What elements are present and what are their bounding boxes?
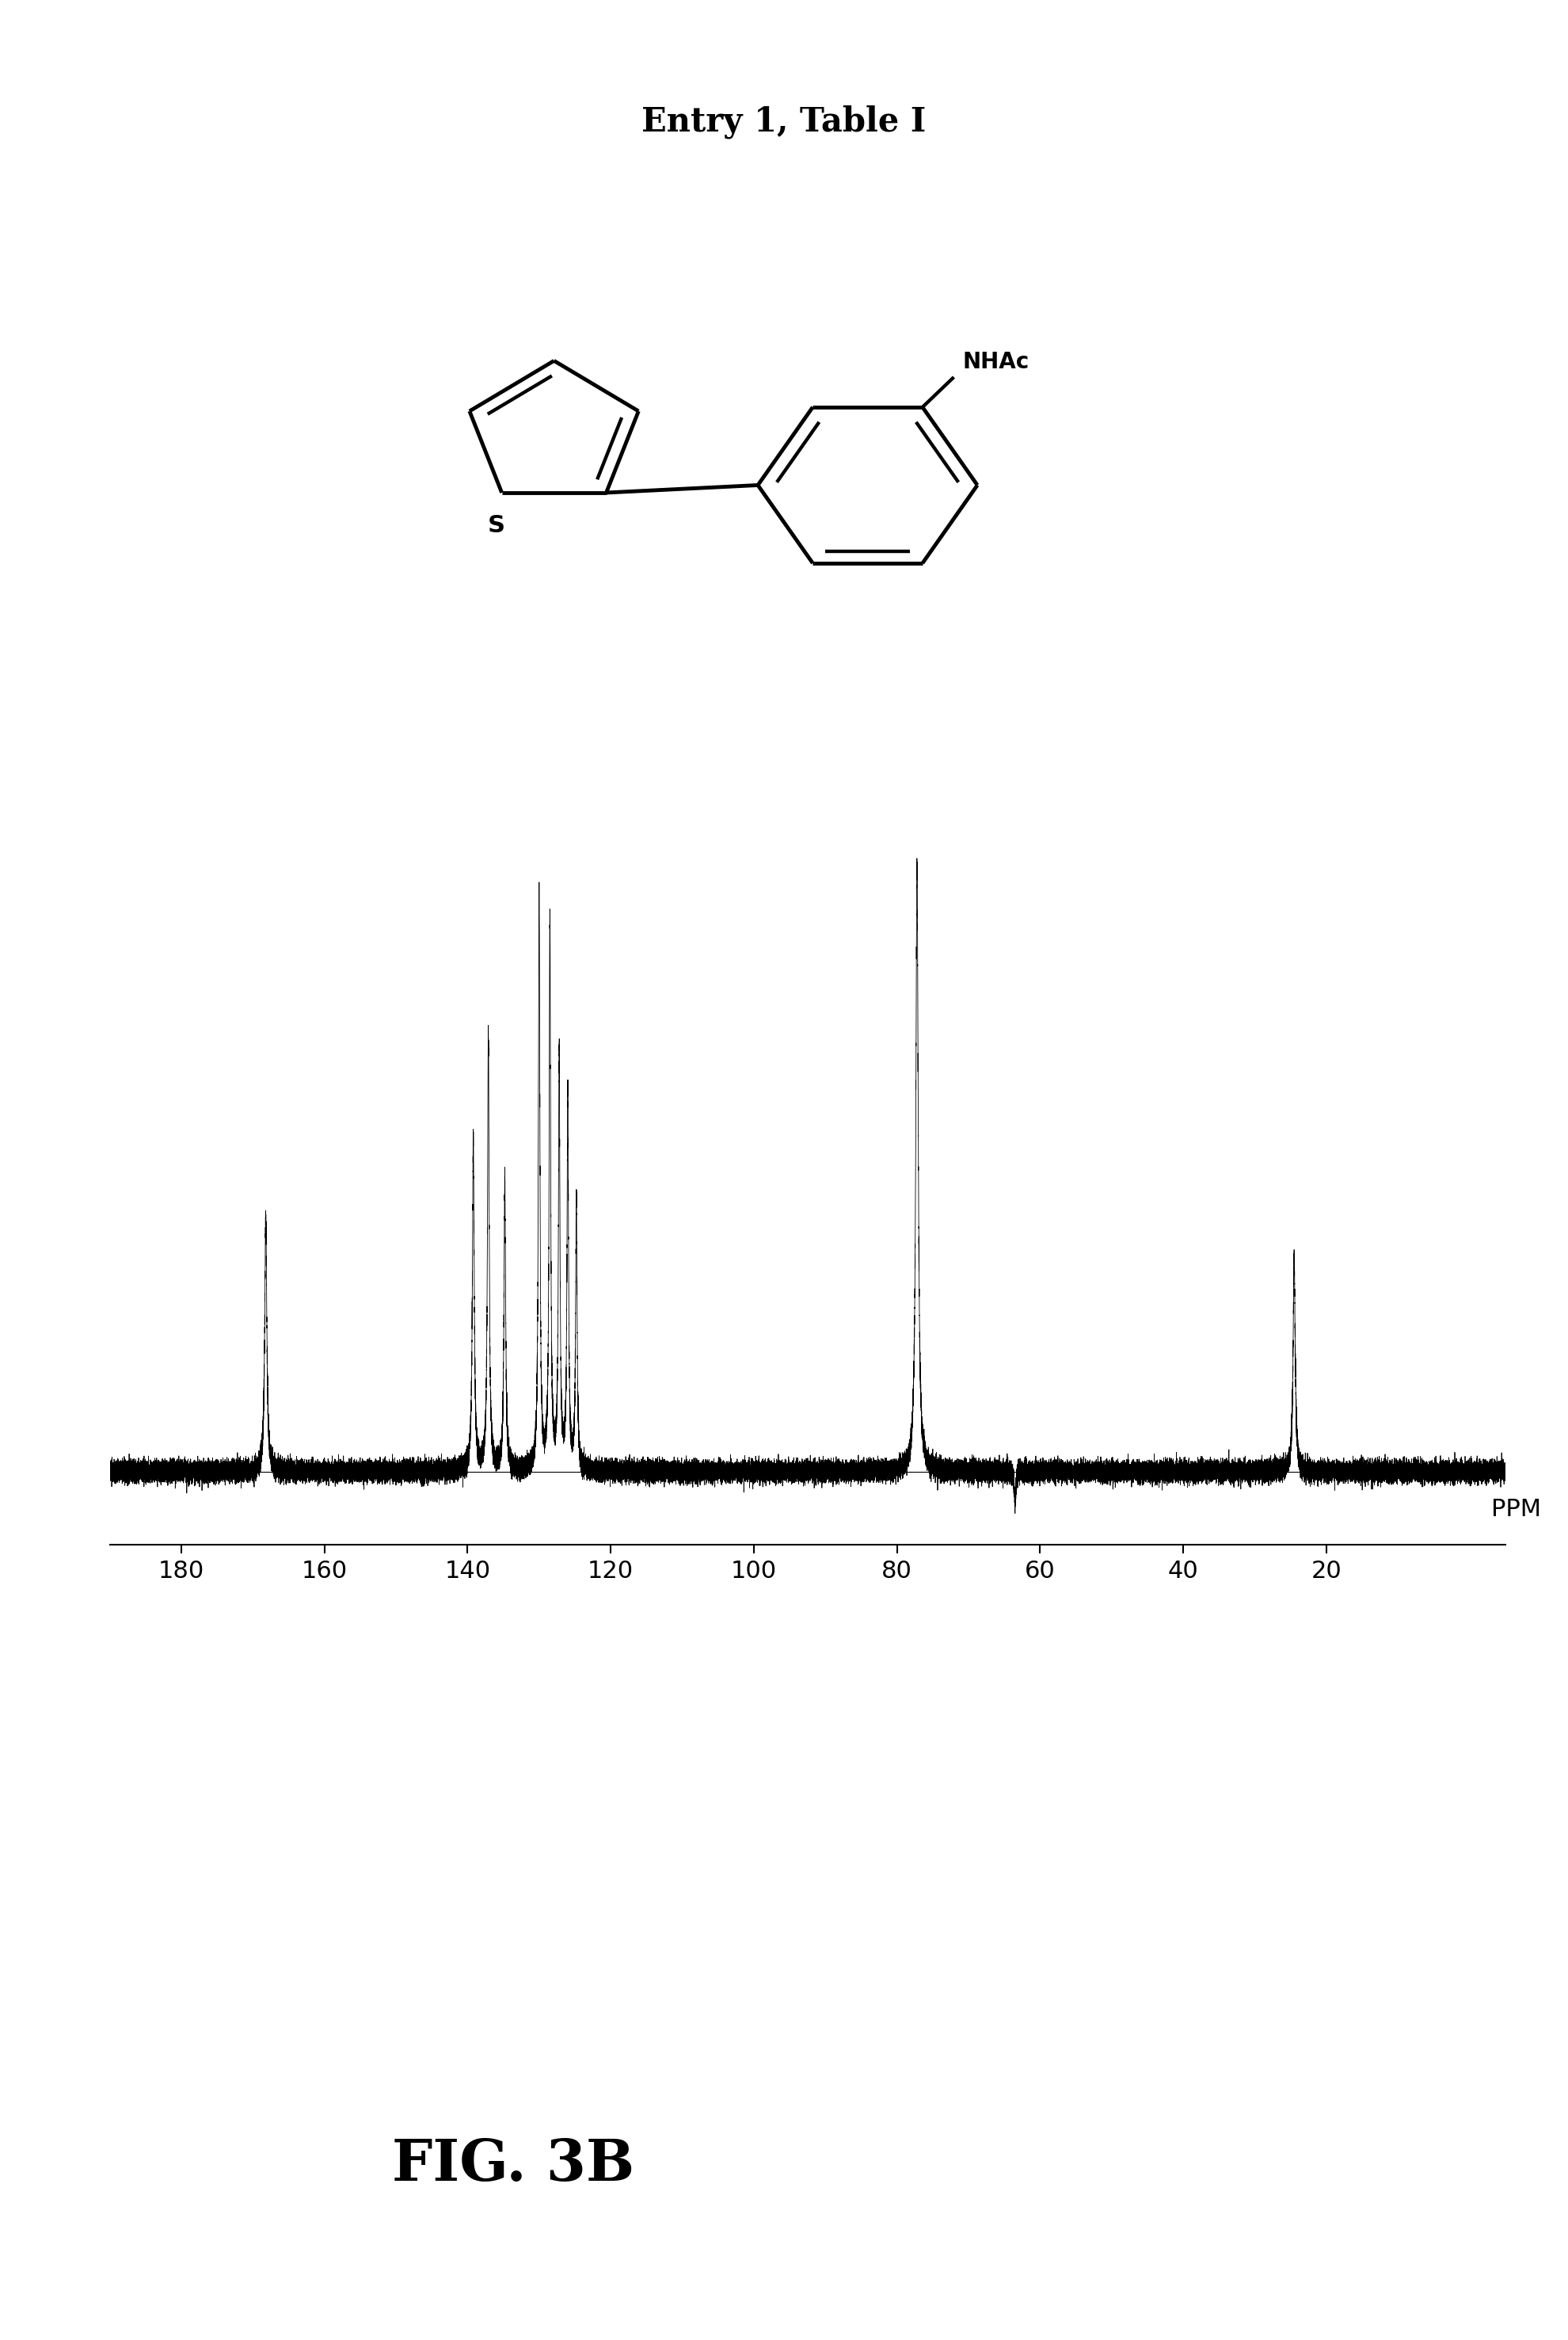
Text: FIG. 3B: FIG. 3B (392, 2136, 635, 2193)
Text: NHAc: NHAc (963, 351, 1029, 372)
Text: S: S (488, 515, 505, 538)
Text: PPM: PPM (1491, 1498, 1541, 1521)
Text: Entry 1, Table I: Entry 1, Table I (641, 105, 927, 138)
